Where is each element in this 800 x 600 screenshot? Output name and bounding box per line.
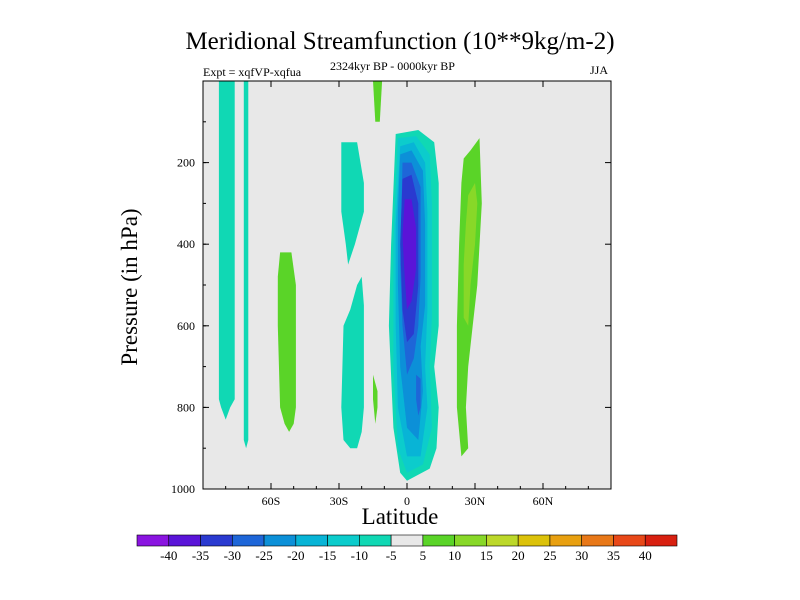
colorbar-label: -10	[351, 548, 368, 563]
colorbar-label: -25	[255, 548, 272, 563]
y-tick-label: 800	[177, 400, 195, 414]
contour-hadley-lower-spot	[416, 374, 421, 416]
contour-south-positive-cell	[277, 252, 296, 432]
colorbar-swatch	[136, 534, 170, 547]
colorbar-swatch	[549, 534, 583, 547]
colorbar-swatch	[454, 534, 487, 547]
y-tick-label: 1000	[171, 482, 195, 496]
x-tick-label: 30N	[465, 494, 486, 508]
colorbar-label: 30	[575, 548, 588, 563]
contour-far-south-band	[218, 81, 235, 420]
colorbar-swatch	[359, 534, 392, 547]
colorbar-label: -15	[319, 548, 336, 563]
colorbar-label: 15	[480, 548, 493, 563]
colorbar-label: -20	[287, 548, 304, 563]
colorbar-label: 20	[512, 548, 525, 563]
y-tick-label: 200	[177, 156, 195, 170]
colorbar-swatch	[613, 534, 646, 547]
colorbar-swatch	[486, 534, 519, 547]
colorbar-swatch	[581, 534, 614, 547]
colorbar-label: 40	[639, 548, 652, 563]
colorbar-label: 10	[448, 548, 461, 563]
contour-north-positive-inner	[463, 183, 478, 326]
time-range-subtitle: 2324kyr BP - 0000kyr BP	[330, 59, 455, 73]
colorbar-label: -35	[192, 548, 209, 563]
season-subtitle: JJA	[590, 63, 609, 77]
contour-small-positive-spot	[373, 374, 378, 424]
colorbar-label: -5	[386, 548, 397, 563]
x-tick-label: 0	[404, 494, 410, 508]
colorbar-swatch	[263, 534, 297, 547]
x-axis-label: Latitude	[361, 504, 439, 529]
chart-title: Meridional Streamfunction (10**9kg/m-2)	[185, 28, 615, 55]
colorbar-swatch	[390, 534, 424, 547]
colorbar-label: -30	[224, 548, 241, 563]
contour-subtropical-lower-band	[341, 276, 364, 449]
colorbar-swatch	[517, 534, 551, 547]
experiment-subtitle: Expt = xqfVP-xqfua	[203, 65, 302, 79]
colorbar-swatch	[327, 534, 360, 547]
y-tick-label: 600	[177, 319, 195, 333]
colorbar-swatch	[422, 534, 455, 547]
contour-subtropical-upper-band	[341, 142, 364, 265]
y-tick-label: 400	[177, 237, 195, 251]
colorbar-swatch	[200, 534, 233, 547]
x-tick-label: 60N	[533, 494, 554, 508]
colorbar-label: -40	[160, 548, 177, 563]
colorbar-swatch	[644, 534, 678, 547]
contour-top-positive-strip	[373, 81, 383, 122]
x-tick-label: 60S	[262, 494, 281, 508]
contour-south-thin-strip	[243, 81, 249, 449]
x-tick-label: 30S	[330, 494, 349, 508]
colorbar-label: 35	[607, 548, 620, 563]
contour-hadley-cell-minus35	[402, 199, 417, 310]
colorbar-label: 5	[420, 548, 427, 563]
colorbar-swatch	[295, 534, 328, 547]
colorbar-swatch	[231, 534, 265, 547]
colorbar-label: 25	[543, 548, 556, 563]
colorbar-swatch	[168, 534, 201, 547]
